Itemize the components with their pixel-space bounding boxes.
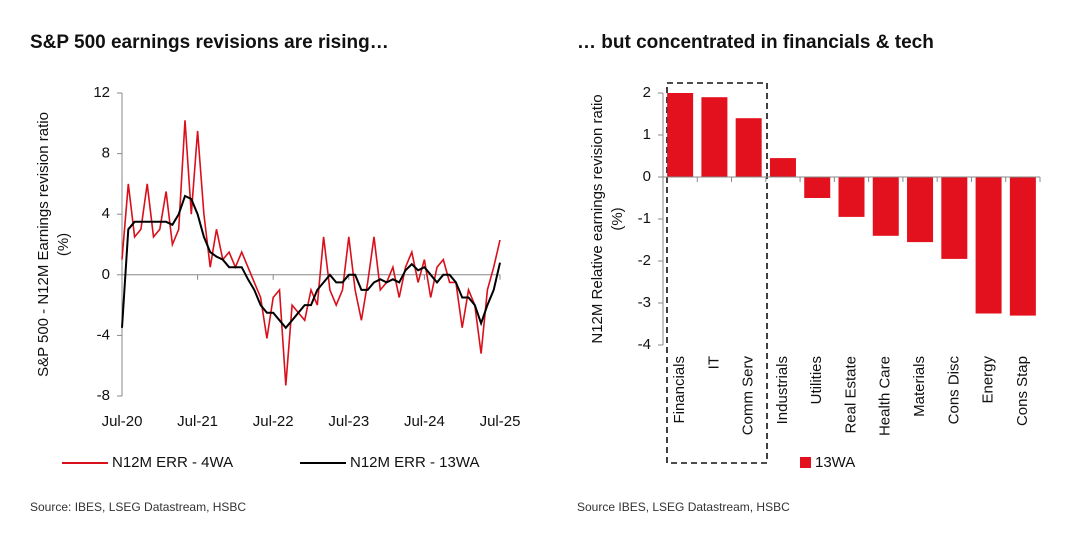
x-tick-label: Health Care [877, 356, 894, 436]
x-tick-label: Cons Disc [945, 356, 962, 425]
y-axis-label: (%) [55, 233, 72, 256]
y-tick-label: -3 [638, 294, 651, 311]
legend-label: N12M ERR - 13WA [350, 454, 479, 471]
y-tick-label: -4 [638, 336, 651, 353]
y-tick-label: -4 [97, 326, 110, 343]
highlight-box [666, 82, 768, 464]
y-tick-label: 12 [93, 84, 110, 101]
y-tick-label: -8 [97, 387, 110, 404]
x-tick-label: Jul-25 [480, 413, 521, 430]
y-axis-label: S&P 500 - N12M Earnings revision ratio [35, 112, 52, 377]
chart-title: S&P 500 earnings revisions are rising… [30, 32, 389, 53]
y-tick-label: -2 [638, 252, 651, 269]
legend-swatch [800, 457, 811, 468]
y-tick-label: 8 [102, 145, 110, 162]
y-tick-label: -1 [638, 210, 651, 227]
x-tick-label: Materials [911, 356, 928, 417]
series-line [121, 194, 501, 330]
y-axis-label: N12M Relative earnings revision ratio [589, 94, 606, 343]
bar [907, 177, 934, 243]
x-tick-label: Jul-21 [177, 413, 218, 430]
x-tick-label: Comm Serv [740, 356, 757, 436]
chart-title: … but concentrated in financials & tech [577, 32, 934, 53]
chart-source: Source: IBES, LSEG Datastream, HSBC [30, 500, 246, 514]
x-tick-label: Energy [980, 356, 997, 404]
y-tick-label: 2 [643, 84, 651, 101]
x-tick-label: Industrials [774, 356, 791, 424]
bar [941, 177, 968, 259]
bar [804, 177, 831, 198]
bar [701, 97, 728, 177]
y-tick-label: 4 [102, 205, 110, 222]
chart-source: Source IBES, LSEG Datastream, HSBC [577, 500, 790, 514]
x-tick-label: IT [705, 356, 722, 369]
x-tick-label: Utilities [808, 356, 825, 404]
legend-label: N12M ERR - 4WA [112, 454, 233, 471]
x-tick-label: Jul-24 [404, 413, 445, 430]
x-tick-label: Cons Stap [1014, 356, 1031, 426]
y-axis-label: (%) [609, 207, 626, 230]
bar [769, 158, 796, 177]
x-tick-label: Jul-20 [102, 413, 143, 430]
bar [667, 93, 694, 177]
series-line [121, 120, 501, 386]
x-tick-label: Jul-23 [328, 413, 369, 430]
bar [838, 177, 865, 217]
bar [975, 177, 1002, 314]
bar [735, 118, 762, 177]
y-tick-label: 0 [102, 266, 110, 283]
legend-label: 13WA [815, 454, 855, 471]
x-tick-label: Real Estate [842, 356, 859, 434]
x-tick-label: Jul-22 [253, 413, 294, 430]
y-tick-label: 0 [643, 168, 651, 185]
bar [872, 177, 899, 236]
x-tick-label: Financials [671, 356, 688, 424]
bar [1009, 177, 1036, 316]
y-tick-label: 1 [643, 126, 651, 143]
